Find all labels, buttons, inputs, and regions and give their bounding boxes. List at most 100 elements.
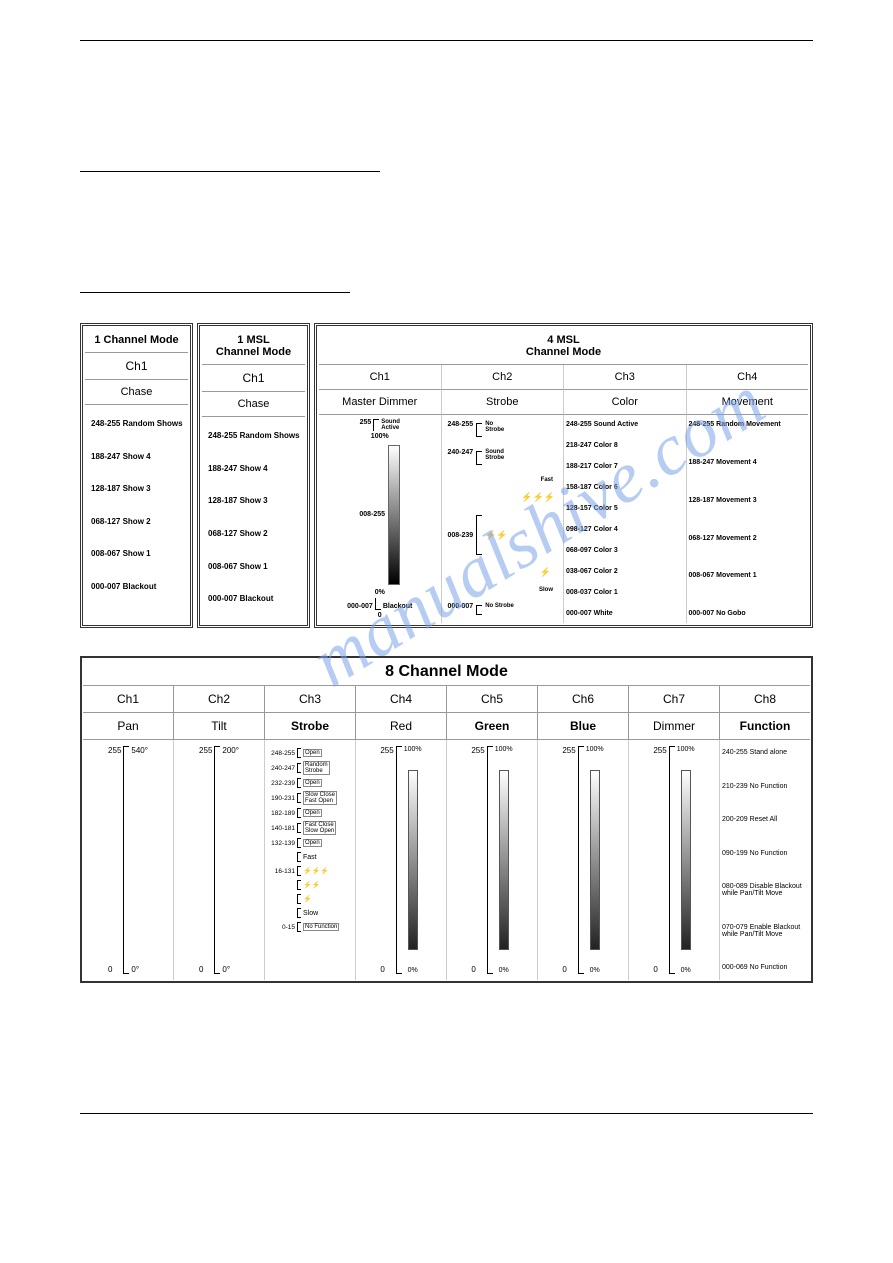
scale-bot-n: 0 xyxy=(380,965,393,974)
color-item: 000-007 White xyxy=(566,610,684,617)
strobe-row: ⚡ xyxy=(267,893,353,905)
ch-cell: Ch1 xyxy=(319,365,442,390)
ch-cell: Ch4 xyxy=(687,365,809,390)
strobe-label: No Function xyxy=(303,923,339,931)
strobe-range: 182-189 xyxy=(267,810,295,817)
range-item: 248-255 Random Shows xyxy=(206,431,301,440)
type-cell: Tilt xyxy=(174,713,265,740)
ch8-function-col: 240-255 Stand alone210-239 No Function20… xyxy=(720,740,810,980)
ch8-type-row: Pan Tilt Strobe Red Green Blue Dimmer Fu… xyxy=(83,713,810,740)
ch-cell: Ch3 xyxy=(564,365,687,390)
title-line2: Channel Mode xyxy=(526,346,601,358)
range-item: 068-127 Show 2 xyxy=(206,529,301,538)
move-item: 068-127 Movement 2 xyxy=(689,535,807,542)
bracket-icon xyxy=(297,778,301,788)
section-rule-1 xyxy=(80,171,380,172)
ch8-green-col: 2550 100% 0% xyxy=(447,740,538,980)
gradient-bar-icon xyxy=(681,770,691,950)
type-cell: Dimmer xyxy=(629,713,720,740)
range-008-255: 008-255 xyxy=(359,511,385,518)
bracket-icon xyxy=(669,746,675,974)
color-item: 008-037 Color 1 xyxy=(566,589,684,596)
ch-cell: Ch2 xyxy=(442,365,565,390)
range-item: 188-247 Show 4 xyxy=(89,452,184,461)
scale-bot-n: 0 xyxy=(562,965,575,974)
range-item: 008-067 Show 1 xyxy=(206,562,301,571)
panel-4msl-title: 4 MSL Channel Mode xyxy=(319,328,808,365)
color-item: 188-217 Color 7 xyxy=(566,463,684,470)
strobe-range: 132-139 xyxy=(267,840,295,847)
panel-1msl-title: 1 MSL Channel Mode xyxy=(202,328,305,365)
move-item: 128-187 Movement 3 xyxy=(689,497,807,504)
top-rule xyxy=(80,40,813,41)
ch8-dimmer-col: 2550 100% 0% xyxy=(629,740,720,980)
func-item: 210-239 No Function xyxy=(722,783,808,790)
strobe-range: 190-231 xyxy=(267,795,295,802)
strobe-label: Open xyxy=(303,809,322,817)
dimmer-255: 255 xyxy=(360,419,372,426)
ch-cell: Ch5 xyxy=(447,686,538,713)
type-cell: Color xyxy=(564,390,687,415)
section-rule-2 xyxy=(80,292,350,293)
scale-top-d: 540° xyxy=(131,746,148,755)
scale-top-d: 200° xyxy=(222,746,239,755)
msl4-color-col: 248-255 Sound Active 218-247 Color 8 188… xyxy=(564,415,687,623)
scale-bot-n: 0 xyxy=(653,965,666,974)
strobe-r3: 008-239 xyxy=(448,532,474,539)
strobe-l4: No Strobe xyxy=(485,603,514,617)
func-item: 070-079 Enable Blackout while Pan/Tilt M… xyxy=(722,924,808,938)
panel-1ch-ch: Ch1 xyxy=(85,353,188,380)
strobe-range: 140-181 xyxy=(267,825,295,832)
strobe-row: 182-189 Open xyxy=(267,807,353,819)
panel-8ch-title: 8 Channel Mode xyxy=(83,659,810,686)
strobe-row: 190-231Slow Close Fast Open xyxy=(267,791,353,805)
ch8-ch-row: Ch1 Ch2 Ch3 Ch4 Ch5 Ch6 Ch7 Ch8 xyxy=(83,686,810,713)
ch8-strobe-col: 248-255Open240-247Random Strobe232-239Op… xyxy=(265,740,356,980)
strobe-row: ⚡⚡ xyxy=(267,879,353,891)
bracket-icon xyxy=(297,922,301,932)
panel-1ch-body: 248-255 Random Shows 188-247 Show 4 128-… xyxy=(85,405,188,605)
bracket-icon xyxy=(297,763,301,773)
color-item: 218-247 Color 8 xyxy=(566,442,684,449)
scale-top-n: 255 xyxy=(380,746,393,755)
color-item: 128-157 Color 5 xyxy=(566,505,684,512)
gradient-bar-icon xyxy=(499,770,509,950)
strobe-range: 16-131 xyxy=(267,868,295,875)
type-cell: Strobe xyxy=(442,390,565,415)
range-item: 068-127 Show 2 xyxy=(89,517,184,526)
title-line1: 1 MSL xyxy=(237,334,269,346)
move-item: 008-067 Movement 1 xyxy=(689,572,807,579)
range-item: 128-187 Show 3 xyxy=(206,496,301,505)
strobe-row: 0-15 No Function xyxy=(267,921,353,933)
scale-bot-d: 0% xyxy=(590,967,600,974)
pct-0: 0% xyxy=(375,589,385,596)
color-item: 068-097 Color 3 xyxy=(566,547,684,554)
func-item: 080-089 Disable Blackout while Pan/Tilt … xyxy=(722,883,808,897)
ch-cell: Ch4 xyxy=(356,686,447,713)
color-item: 158-187 Color 6 xyxy=(566,484,684,491)
msl4-movement-col: 248-255 Random Movement 188-247 Movement… xyxy=(687,415,809,623)
strobe-label: Fast Close Slow Open xyxy=(303,821,336,835)
type-cell: Strobe xyxy=(265,713,356,740)
type-cell: Function xyxy=(720,713,810,740)
scale-top-d: 100% xyxy=(677,746,695,753)
strobe-label: Fast xyxy=(303,854,317,861)
func-item: 240-255 Stand alone xyxy=(722,749,808,756)
bracket-icon xyxy=(578,746,584,974)
strobe-label: Open xyxy=(303,749,322,757)
strobe-l1: No Strobe xyxy=(485,421,504,439)
bolt-icon: ⚡ xyxy=(448,567,562,578)
strobe-row: 248-255Open xyxy=(267,747,353,759)
gradient-bar-icon xyxy=(408,770,418,950)
strobe-range: 0-15 xyxy=(267,924,295,931)
strobe-label: ⚡ xyxy=(303,895,312,903)
strobe-range: 232-239 xyxy=(267,780,295,787)
panel-1ch-title: 1 Channel Mode xyxy=(85,328,188,353)
bolt-icon: ⚡⚡⚡ xyxy=(448,492,562,503)
sound-active-label: Sound Active xyxy=(381,419,400,431)
blackout-label: Blackout xyxy=(383,603,413,610)
bracket-icon xyxy=(297,908,301,918)
scale-bot-n: 0 xyxy=(199,965,212,974)
range-item: 000-007 Blackout xyxy=(206,594,301,603)
strobe-fast: Fast xyxy=(448,477,562,483)
